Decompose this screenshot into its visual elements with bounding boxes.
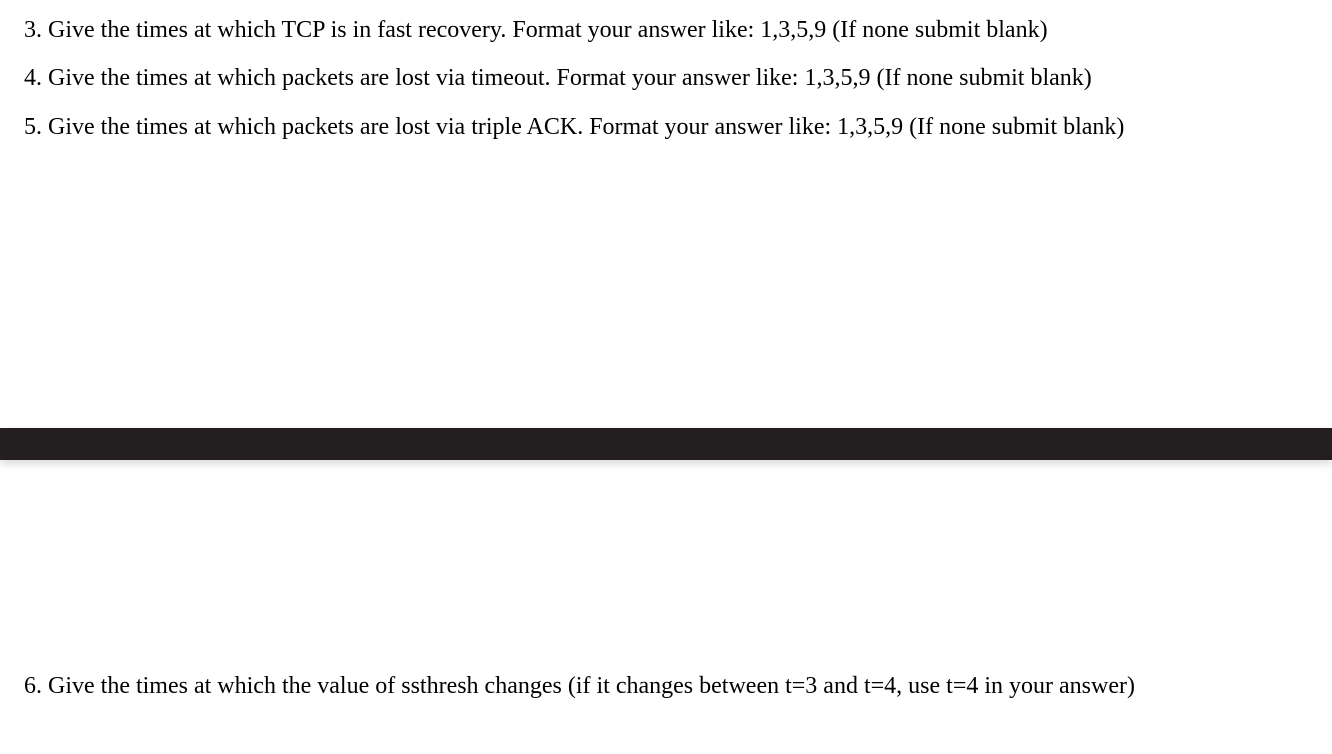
top-question-section: 3. Give the times at which TCP is in fas… — [0, 0, 1332, 143]
question-5-text: 5. Give the times at which packets are l… — [24, 114, 1124, 140]
question-6: 6. Give the times at which the value of … — [24, 670, 1308, 702]
question-4-text: 4. Give the times at which packets are l… — [24, 65, 1092, 91]
question-5: 5. Give the times at which packets are l… — [24, 111, 1308, 143]
question-3: 3. Give the times at which TCP is in fas… — [24, 14, 1308, 46]
bottom-question-section: 6. Give the times at which the value of … — [0, 670, 1332, 718]
question-6-text: 6. Give the times at which the value of … — [24, 673, 1135, 699]
question-4: 4. Give the times at which packets are l… — [24, 62, 1308, 94]
section-divider-bar — [0, 428, 1332, 460]
question-3-text: 3. Give the times at which TCP is in fas… — [24, 17, 1048, 43]
